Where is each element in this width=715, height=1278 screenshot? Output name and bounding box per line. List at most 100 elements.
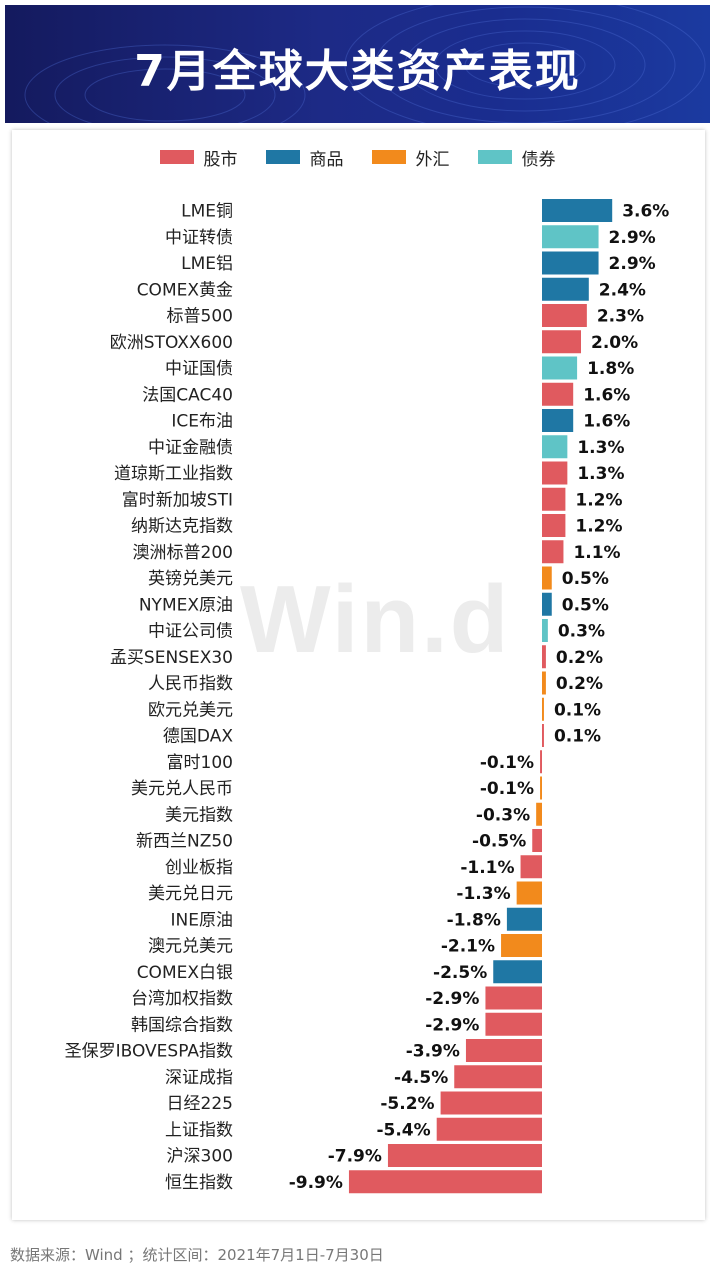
bar — [542, 251, 599, 275]
category-label: NYMEX原油 — [139, 595, 233, 615]
value-label: 1.3% — [577, 438, 624, 458]
category-label: COMEX黄金 — [137, 280, 233, 300]
title-banner: 7月全球大类资产表现 — [5, 5, 710, 123]
value-label: -9.9% — [289, 1173, 343, 1193]
value-label: -2.1% — [441, 937, 495, 957]
category-label: INE原油 — [171, 910, 233, 930]
category-label: 恒生指数 — [165, 1173, 233, 1193]
category-label: 台湾加权指数 — [131, 989, 233, 1009]
value-label: -5.2% — [380, 1094, 434, 1114]
bar — [493, 960, 542, 984]
value-label: -0.3% — [476, 805, 530, 825]
legend-swatch — [159, 150, 194, 164]
bar — [542, 645, 546, 669]
value-label: 1.6% — [583, 385, 630, 405]
bar — [542, 540, 564, 564]
value-label: 0.2% — [556, 674, 603, 694]
bar — [542, 514, 566, 537]
category-label: 中证国债 — [165, 359, 233, 379]
category-label: 德国DAX — [163, 727, 233, 747]
value-label: 1.2% — [575, 490, 622, 510]
category-label: 深证成指 — [165, 1068, 233, 1088]
bar — [516, 881, 542, 905]
bar — [542, 697, 544, 721]
bar — [542, 487, 566, 511]
value-label: 2.9% — [609, 254, 656, 274]
category-label: 法国CAC40 — [142, 385, 233, 405]
bar — [501, 934, 542, 957]
chart-panel — [12, 130, 705, 1220]
bar — [542, 277, 589, 301]
legend-item: 股市 — [159, 145, 238, 170]
value-label: -5.4% — [376, 1120, 430, 1140]
bar — [436, 1117, 542, 1141]
category-label: 美元指数 — [165, 805, 233, 825]
value-label: -3.9% — [406, 1042, 460, 1062]
category-label: 美元兑人民币 — [131, 779, 233, 799]
value-label: -2.5% — [433, 963, 487, 983]
category-label: 纳斯达克指数 — [131, 517, 233, 537]
bar — [542, 619, 548, 642]
bar — [542, 304, 587, 327]
chart-legend: 股市 商品 外汇 债券 — [0, 145, 715, 170]
bar — [542, 724, 544, 747]
legend-label: 债券 — [521, 149, 556, 170]
value-label: 0.1% — [554, 727, 601, 747]
bar — [542, 592, 552, 616]
bar — [536, 802, 542, 826]
legend-swatch — [477, 150, 512, 164]
legend-item: 外汇 — [371, 145, 450, 170]
legend-label: 外汇 — [415, 149, 450, 170]
bar-chart: LME铜 3.6% 中证转债 2.9% LME铝 2.9% COMEX黄金 2.4% 标普500… — [65, 199, 669, 1194]
value-label: 2.3% — [597, 307, 644, 327]
bar — [532, 829, 542, 852]
value-label: -7.9% — [328, 1147, 382, 1167]
category-label: 美元兑日元 — [148, 884, 233, 904]
bar — [542, 409, 574, 432]
bar — [520, 855, 542, 879]
page-title: 7月全球大类资产表现 — [134, 46, 581, 97]
category-label: 中证转债 — [165, 228, 233, 248]
bar — [542, 199, 613, 222]
value-label: -2.9% — [425, 1015, 479, 1035]
value-label: 0.5% — [562, 569, 609, 589]
bar — [485, 1012, 542, 1036]
bar — [542, 356, 578, 380]
bar — [387, 1144, 542, 1167]
category-label: LME铝 — [181, 254, 233, 274]
bar — [540, 750, 542, 774]
value-label: -1.3% — [456, 884, 510, 904]
bar — [542, 330, 581, 354]
category-label: 中证公司债 — [148, 622, 233, 642]
bar — [542, 225, 599, 249]
value-label: -4.5% — [394, 1068, 448, 1088]
category-label: 道琼斯工业指数 — [114, 464, 233, 484]
category-label: 澳洲标普200 — [133, 543, 233, 563]
legend-label: 股市 — [203, 149, 238, 170]
value-label: -1.1% — [460, 858, 514, 878]
category-label: LME铜 — [181, 202, 233, 222]
bar — [440, 1091, 542, 1115]
value-label: 1.8% — [587, 359, 634, 379]
value-label: 2.4% — [599, 280, 646, 300]
bar — [506, 907, 542, 931]
value-label: 3.6% — [622, 202, 669, 222]
value-label: 2.9% — [609, 228, 656, 248]
category-label: 日经225 — [167, 1094, 233, 1114]
value-label: 1.2% — [575, 517, 622, 537]
value-label: 1.6% — [583, 412, 630, 432]
category-label: 英镑兑美元 — [148, 569, 233, 589]
value-label: -0.5% — [472, 832, 526, 852]
category-label: 欧洲STOXX600 — [110, 333, 233, 353]
category-label: 孟买SENSEX30 — [110, 648, 233, 668]
value-label: -0.1% — [480, 753, 534, 773]
wind-watermark: Win.d — [240, 566, 511, 673]
bar — [542, 566, 552, 590]
value-label: 0.3% — [558, 622, 605, 642]
value-label: -2.9% — [425, 989, 479, 1009]
value-label: -1.8% — [447, 910, 501, 930]
value-label: 2.0% — [591, 333, 638, 353]
category-label: 澳元兑美元 — [148, 937, 233, 957]
category-label: 沪深300 — [167, 1147, 233, 1167]
category-label: 创业板指 — [165, 858, 233, 878]
